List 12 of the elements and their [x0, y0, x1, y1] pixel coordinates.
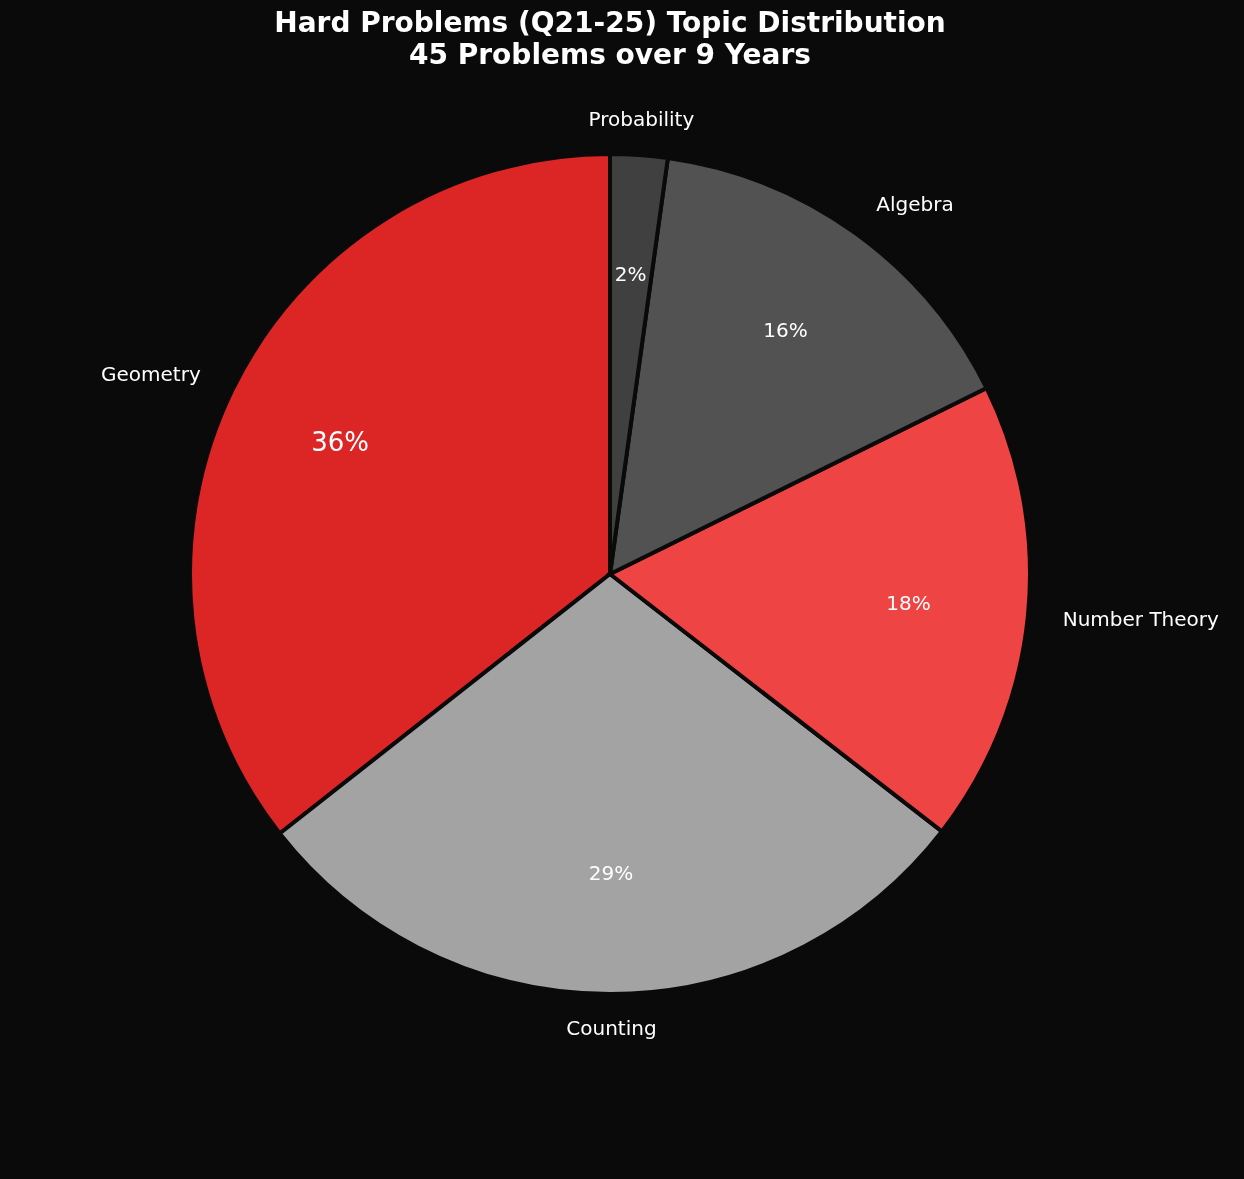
- data-label: 16%: [763, 317, 808, 342]
- slice-label: Algebra: [876, 192, 954, 217]
- chart-title: Hard Problems (Q21-25) Topic Distribution: [274, 6, 946, 39]
- data-label: 36%: [311, 426, 370, 457]
- chart-subtitle: 45 Problems over 9 Years: [409, 38, 811, 71]
- slice-label: Counting: [566, 1016, 657, 1040]
- data-label: 29%: [588, 861, 634, 885]
- slice-label: Number Theory: [1062, 606, 1220, 631]
- slice-label: Geometry: [101, 362, 201, 387]
- data-label: 2%: [614, 261, 647, 286]
- slice-label: Probability: [588, 107, 695, 132]
- data-label: 18%: [886, 591, 931, 616]
